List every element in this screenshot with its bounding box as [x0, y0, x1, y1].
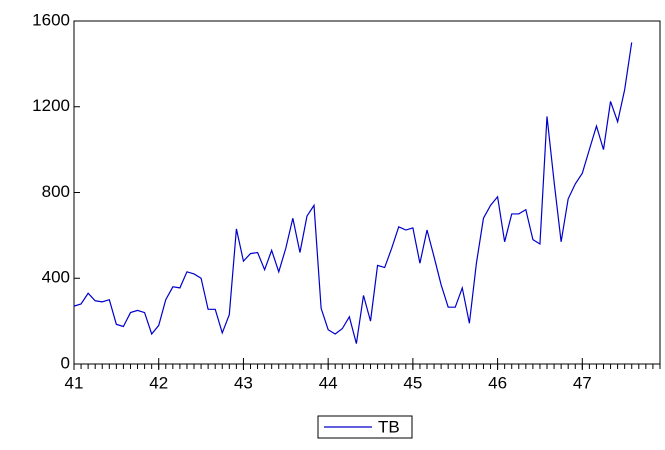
y-tick-label: 1600 [32, 10, 70, 29]
x-tick-label: 45 [403, 373, 422, 392]
y-tick-label: 1200 [32, 96, 70, 115]
x-tick-label: 47 [573, 373, 592, 392]
x-tick-label: 44 [319, 373, 338, 392]
x-tick-label: 42 [149, 373, 168, 392]
x-tick-label: 46 [488, 373, 507, 392]
legend-label: TB [378, 417, 400, 436]
x-tick-label: 43 [234, 373, 253, 392]
x-tick-label: 41 [65, 373, 84, 392]
y-tick-label: 800 [42, 182, 70, 201]
series-line [73, 42, 633, 344]
y-tick-label: 400 [42, 268, 70, 287]
y-tick-label: 0 [61, 353, 70, 372]
